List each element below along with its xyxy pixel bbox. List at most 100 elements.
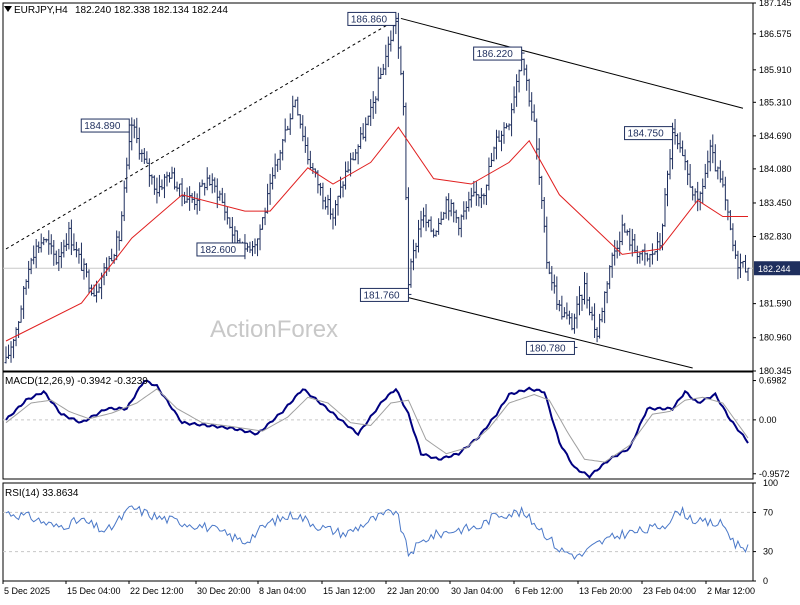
ohlc-bar bbox=[256, 238, 260, 257]
annotation-label: 181.760 bbox=[363, 290, 400, 301]
ohlc-bar bbox=[595, 327, 599, 343]
macd-tick-label: -0.9572 bbox=[759, 469, 790, 479]
ohlc-bar bbox=[64, 233, 68, 251]
ohlc-bar bbox=[590, 306, 594, 321]
ohlc-bar bbox=[464, 201, 468, 220]
ohlc-bar bbox=[44, 238, 48, 243]
ohlc-bar bbox=[178, 183, 182, 197]
ohlc-bar bbox=[152, 175, 156, 195]
time-tick-label: 30 Dec 20:00 bbox=[197, 586, 251, 596]
ohlc-bar bbox=[303, 126, 307, 153]
ohlc-bar bbox=[731, 223, 735, 252]
annotation-box bbox=[473, 46, 523, 61]
price-tick-label: 183.450 bbox=[759, 198, 792, 208]
moving-average-line bbox=[5, 126, 748, 342]
price-tick-label: 181.590 bbox=[759, 299, 792, 309]
ohlc-bar bbox=[19, 305, 23, 323]
ohlc-bar bbox=[127, 131, 131, 170]
ohlc-bar bbox=[713, 144, 717, 172]
ohlc-bar bbox=[406, 187, 410, 296]
ohlc-bar bbox=[22, 286, 26, 319]
ohlc-bar bbox=[105, 257, 109, 277]
macd-line bbox=[5, 379, 749, 479]
ohlc-bar bbox=[283, 118, 287, 143]
header: EURJPY,H4 182.240 182.338 182.134 182.24… bbox=[4, 5, 338, 499]
ohlc-bar bbox=[306, 137, 310, 165]
ohlc-bar bbox=[457, 216, 461, 236]
ohlc-bar bbox=[165, 171, 169, 187]
ohlc-bar bbox=[130, 117, 134, 151]
ohlc-bar bbox=[281, 139, 285, 161]
ohlc-bar bbox=[346, 161, 350, 173]
ohlc-bar bbox=[27, 260, 31, 289]
ohlc-bar bbox=[321, 182, 325, 210]
ohlc-bar bbox=[482, 193, 486, 205]
ohlc-bar bbox=[497, 130, 501, 142]
time-tick-label: 13 Feb 20:00 bbox=[579, 586, 632, 596]
rsi-line bbox=[5, 505, 749, 560]
ohlc-bar bbox=[502, 122, 506, 144]
ohlc-bar bbox=[376, 66, 380, 102]
dropdown-triangle-icon[interactable] bbox=[4, 6, 12, 12]
ohlc-bar bbox=[666, 170, 670, 207]
ohlc-bar bbox=[173, 167, 177, 190]
ohlc-bar bbox=[293, 99, 297, 108]
ohlc-bar bbox=[59, 242, 63, 268]
rsi-tick-label: 0 bbox=[763, 576, 768, 586]
ohlc-bar bbox=[354, 149, 358, 161]
ohlc-bar bbox=[422, 207, 426, 228]
annotation-label: 184.750 bbox=[628, 129, 665, 140]
price-annotation: 186.220 bbox=[473, 46, 525, 61]
ohlc-bar bbox=[414, 242, 418, 259]
ohlc-bar bbox=[711, 134, 715, 164]
ohlc-bar bbox=[552, 274, 556, 294]
price-tick-label: 184.690 bbox=[759, 131, 792, 141]
price-annotation: 186.860 bbox=[347, 11, 399, 26]
ohlc-bar bbox=[399, 45, 403, 76]
ohlc-bar bbox=[160, 179, 164, 191]
trendline bbox=[5, 23, 389, 250]
annotation-label: 186.860 bbox=[351, 14, 388, 25]
ohlc-bar bbox=[326, 194, 330, 215]
time-tick-label: 22 Dec 12:00 bbox=[130, 586, 184, 596]
ohlc-bar bbox=[140, 149, 144, 162]
ohlc-bar bbox=[557, 299, 561, 312]
ohlc-bar bbox=[625, 229, 629, 236]
price-tick-label: 185.310 bbox=[759, 97, 792, 107]
ohlc-bar bbox=[738, 253, 742, 278]
macd-panel bbox=[3, 379, 753, 479]
ohlc-bar bbox=[605, 281, 609, 304]
ohlc-bar bbox=[125, 157, 129, 193]
ohlc-bar bbox=[258, 224, 262, 251]
ohlc-bar bbox=[7, 344, 11, 360]
ohlc-bar bbox=[12, 338, 16, 359]
time-tick-label: 6 Feb 12:00 bbox=[515, 586, 563, 596]
ohlc-bar bbox=[580, 294, 584, 311]
ohlc-bar bbox=[356, 144, 360, 165]
ohlc-bar bbox=[62, 239, 66, 258]
current-price-label: 182.244 bbox=[758, 264, 791, 274]
ohlc-bar bbox=[220, 187, 224, 204]
ohlc-bar bbox=[510, 103, 514, 137]
ohlc-bar bbox=[593, 303, 597, 339]
ohlc-bar bbox=[645, 252, 649, 262]
ohlc-bar bbox=[175, 181, 179, 192]
ohlc-bar bbox=[469, 187, 473, 208]
ohlc-bar bbox=[341, 181, 345, 198]
price-tick-label: 180.960 bbox=[759, 333, 792, 343]
ohlc-bar bbox=[389, 30, 393, 52]
price-annotation: 181.760 bbox=[359, 287, 412, 302]
ohlc-bar bbox=[379, 67, 383, 79]
ohlc-bar bbox=[328, 187, 332, 220]
ohlc-bar bbox=[515, 74, 519, 107]
ohlc-bar bbox=[79, 242, 83, 271]
ohlc-bar bbox=[32, 245, 36, 265]
ohlc-bar bbox=[600, 307, 604, 323]
ohlc-bar bbox=[77, 247, 81, 264]
ohlc-bar bbox=[570, 313, 574, 331]
ohlc-bar bbox=[494, 129, 498, 160]
ohlc-bar bbox=[266, 183, 270, 214]
ohlc-bar bbox=[540, 175, 544, 209]
time-tick-label: 23 Feb 04:00 bbox=[643, 586, 696, 596]
